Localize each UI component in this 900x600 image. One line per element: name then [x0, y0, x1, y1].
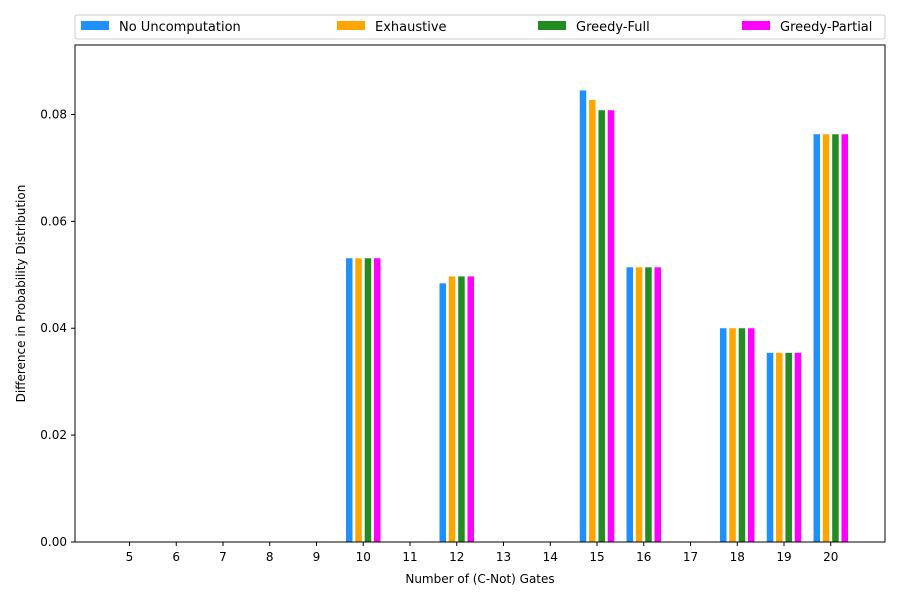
bar-greedy-full-16 [645, 267, 652, 542]
bar-no-uncomputation-10 [346, 258, 353, 542]
x-tick-label: 11 [402, 550, 417, 564]
legend-swatch-greedy-full [538, 21, 566, 30]
x-tick-label: 19 [776, 550, 791, 564]
x-tick-label: 17 [683, 550, 698, 564]
y-tick-label: 0.08 [40, 107, 67, 121]
bar-greedy-partial-15 [607, 110, 615, 542]
x-tick-label: 16 [636, 550, 651, 564]
x-tick-label: 6 [172, 550, 180, 564]
x-tick-label: 14 [543, 550, 558, 564]
plot-frame [74, 44, 886, 543]
x-tick-label: 18 [730, 550, 745, 564]
bar-exhaustive-12 [448, 276, 456, 542]
legend-swatch-greedy-partial [742, 21, 770, 30]
bar-greedy-full-19 [785, 352, 792, 542]
y-tick-label: 0.06 [40, 214, 67, 228]
x-tick-label: 10 [356, 550, 371, 564]
legend-swatch-exhaustive [337, 21, 365, 30]
bar-no-uncomputation-18 [720, 328, 727, 542]
bar-exhaustive-16 [635, 267, 643, 542]
x-tick-label: 8 [266, 550, 274, 564]
bar-greedy-full-12 [458, 276, 465, 542]
bar-greedy-partial-19 [794, 352, 802, 542]
bar-exhaustive-19 [776, 352, 783, 542]
bar-exhaustive-18 [729, 328, 736, 542]
legend-label-exhaustive: Exhaustive [375, 20, 447, 35]
x-tick-label: 5 [126, 550, 134, 564]
x-tick-label: 13 [496, 550, 511, 564]
x-tick-label: 15 [589, 550, 604, 564]
y-ticks-group: 0.00 0.02 0.04 0.06 0.08 [40, 107, 75, 549]
bar-exhaustive-10 [355, 258, 362, 542]
y-tick-label: 0.04 [40, 321, 67, 335]
x-tick-label: 12 [449, 550, 464, 564]
bar-greedy-partial-18 [748, 328, 755, 542]
bar-greedy-full-18 [738, 328, 746, 542]
x-axis-label: Number of (C-Not) Gates [405, 572, 554, 586]
bar-greedy-partial-16 [654, 267, 661, 542]
legend-label-no-uncomputation: No Uncomputation [119, 20, 241, 35]
legend-swatch-no-uncomputation [81, 21, 109, 30]
bar-no-uncomputation-12 [439, 283, 446, 542]
bar-exhaustive-20 [822, 134, 830, 542]
bar-no-uncomputation-20 [813, 134, 820, 542]
legend: No Uncomputation Exhaustive Greedy-Full Gre… [74, 14, 886, 40]
y-tick-label: 0.00 [40, 535, 67, 549]
bar-exhaustive-15 [589, 100, 596, 542]
bar-no-uncomputation-15 [579, 90, 587, 543]
plot-background [75, 45, 885, 542]
bar-greedy-full-20 [832, 134, 839, 542]
bar-greedy-full-15 [598, 110, 605, 542]
bar-no-uncomputation-16 [626, 267, 633, 542]
x-tick-label: 7 [219, 550, 227, 564]
y-tick-label: 0.02 [40, 428, 67, 442]
x-tick-label: 20 [823, 550, 838, 564]
bar-greedy-full-10 [364, 258, 372, 542]
x-ticks-group: 5 6 7 8 9 10 11 12 13 14 15 16 17 18 19 20 [126, 542, 838, 564]
y-axis-label: Difference in Probability Distribution [14, 185, 28, 403]
bar-no-uncomputation-19 [766, 352, 774, 542]
legend-frame [74, 14, 886, 40]
legend-label-greedy-full: Greedy-Full [576, 20, 650, 35]
bar-greedy-partial-10 [374, 258, 381, 542]
x-tick-label: 9 [313, 550, 321, 564]
bar-greedy-partial-20 [841, 134, 848, 542]
legend-label-greedy-partial: Greedy-Partial [780, 20, 872, 35]
bars-group [346, 90, 848, 543]
bar-greedy-partial-12 [467, 276, 474, 542]
